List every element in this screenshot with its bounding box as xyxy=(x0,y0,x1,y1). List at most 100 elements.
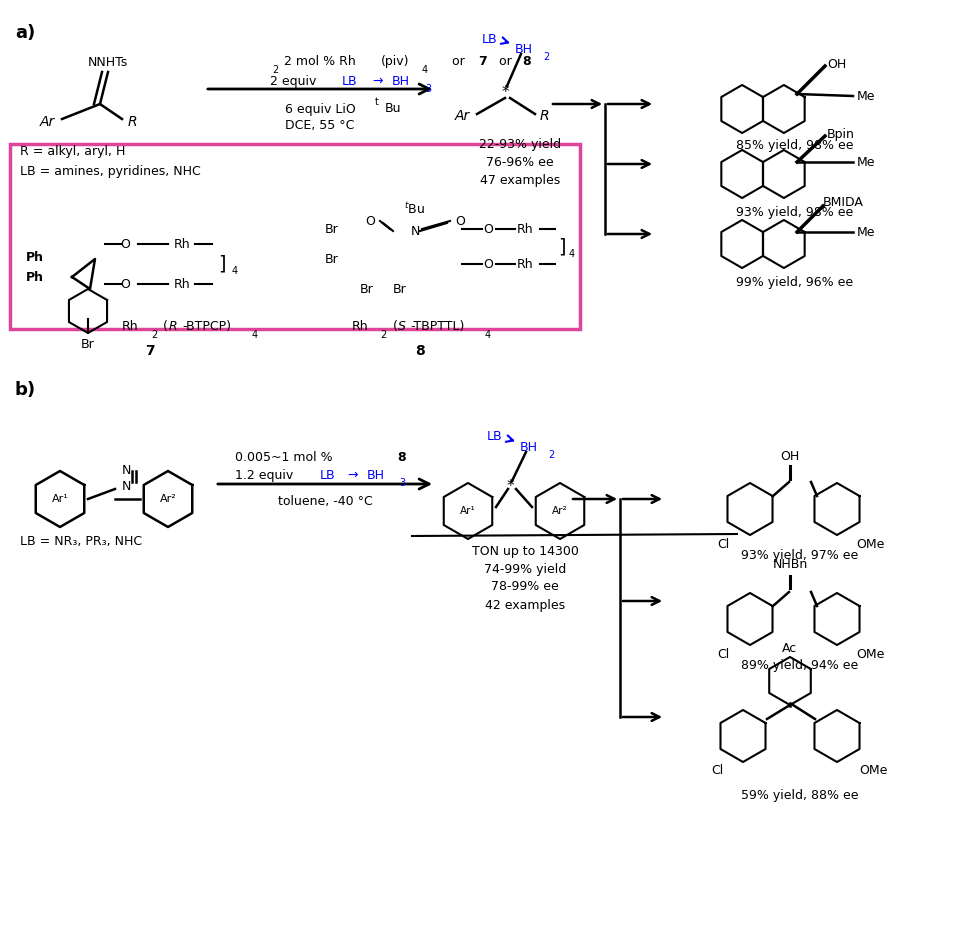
Text: a): a) xyxy=(15,24,35,42)
Text: LB: LB xyxy=(320,469,335,482)
Text: N: N xyxy=(122,465,132,478)
Text: Cl: Cl xyxy=(717,537,729,550)
FancyBboxPatch shape xyxy=(10,144,580,329)
Text: N: N xyxy=(410,224,419,238)
Text: Rh: Rh xyxy=(174,238,190,251)
Text: Rh: Rh xyxy=(517,257,533,270)
Text: 4: 4 xyxy=(485,330,491,340)
Text: or: or xyxy=(448,54,469,68)
Text: →: → xyxy=(347,469,358,482)
Text: 59% yield, 88% ee: 59% yield, 88% ee xyxy=(741,790,859,803)
Text: Rh: Rh xyxy=(352,319,369,332)
Text: 76-96% ee: 76-96% ee xyxy=(487,156,554,168)
Text: ]: ] xyxy=(218,254,225,273)
Text: Cl: Cl xyxy=(711,764,723,777)
Text: 3: 3 xyxy=(399,478,406,488)
Text: OMe: OMe xyxy=(856,648,884,660)
Text: 2: 2 xyxy=(272,65,278,75)
Text: 4: 4 xyxy=(252,330,258,340)
Text: LB: LB xyxy=(482,33,497,45)
Text: 8: 8 xyxy=(397,451,406,464)
Text: $^t$Bu: $^t$Bu xyxy=(405,201,426,217)
Text: O: O xyxy=(120,278,130,290)
Text: -TBPTTL): -TBPTTL) xyxy=(410,319,464,332)
Text: OH: OH xyxy=(780,450,799,463)
Text: Bu: Bu xyxy=(385,102,402,115)
Text: 4: 4 xyxy=(232,266,238,276)
Text: *: * xyxy=(506,480,514,495)
Text: 93% yield, 98% ee: 93% yield, 98% ee xyxy=(736,206,854,219)
Text: LB = amines, pyridines, NHC: LB = amines, pyridines, NHC xyxy=(20,164,201,177)
Text: 7: 7 xyxy=(478,54,487,68)
Text: Br: Br xyxy=(360,283,373,296)
Text: OH: OH xyxy=(827,57,846,70)
Text: OMe: OMe xyxy=(859,764,887,777)
Text: or: or xyxy=(495,54,516,68)
Text: O: O xyxy=(120,238,130,251)
Text: O: O xyxy=(365,214,375,227)
Text: 89% yield, 94% ee: 89% yield, 94% ee xyxy=(741,659,859,672)
Text: Ar¹: Ar¹ xyxy=(52,494,68,504)
Text: S: S xyxy=(398,319,406,332)
Text: 6 equiv LiO: 6 equiv LiO xyxy=(285,102,355,115)
Text: t: t xyxy=(375,97,379,107)
Text: LB = NR₃, PR₃, NHC: LB = NR₃, PR₃, NHC xyxy=(20,534,142,547)
Text: 3: 3 xyxy=(425,84,431,94)
Text: R = alkyl, aryl, H: R = alkyl, aryl, H xyxy=(20,145,126,158)
Text: 93% yield, 97% ee: 93% yield, 97% ee xyxy=(741,549,859,562)
Text: BH: BH xyxy=(520,440,538,454)
Text: b): b) xyxy=(15,381,36,399)
Text: 2 equiv: 2 equiv xyxy=(270,74,325,87)
Text: BH: BH xyxy=(515,42,533,55)
Text: Ar: Ar xyxy=(40,115,55,129)
Text: 4: 4 xyxy=(422,65,428,75)
Text: ]: ] xyxy=(558,238,565,256)
Text: O: O xyxy=(455,214,465,227)
Text: 4: 4 xyxy=(569,249,575,259)
Text: 1.2 equiv: 1.2 equiv xyxy=(235,469,301,482)
Text: Me: Me xyxy=(857,156,876,168)
Text: Br: Br xyxy=(81,337,95,350)
Text: Me: Me xyxy=(857,225,876,239)
Text: Ph: Ph xyxy=(26,270,44,284)
Text: 2 mol % Rh: 2 mol % Rh xyxy=(284,54,356,68)
Text: →: → xyxy=(372,74,382,87)
Text: R: R xyxy=(128,115,137,129)
Text: 2: 2 xyxy=(543,52,549,62)
Text: 78-99% ee: 78-99% ee xyxy=(491,580,559,593)
Text: Rh: Rh xyxy=(122,319,138,332)
Text: BH: BH xyxy=(392,74,410,87)
Text: 85% yield, 98% ee: 85% yield, 98% ee xyxy=(736,140,854,152)
Text: 8: 8 xyxy=(522,54,530,68)
Text: LB: LB xyxy=(342,74,358,87)
Text: Ac: Ac xyxy=(782,642,798,655)
Text: O: O xyxy=(483,223,493,236)
Text: 2: 2 xyxy=(151,330,157,340)
Text: TON up to 14300: TON up to 14300 xyxy=(472,545,578,558)
Text: Cl: Cl xyxy=(717,648,729,660)
Text: Ph: Ph xyxy=(26,251,44,264)
Text: N: N xyxy=(122,481,132,494)
Text: Rh: Rh xyxy=(174,278,190,290)
Text: (: ( xyxy=(163,319,168,332)
Text: NHBn: NHBn xyxy=(772,558,807,571)
Text: R: R xyxy=(169,319,177,332)
Text: Rh: Rh xyxy=(517,223,533,236)
Text: Ar: Ar xyxy=(454,109,470,123)
Text: 47 examples: 47 examples xyxy=(480,174,560,187)
Text: LB: LB xyxy=(487,430,502,443)
Text: 2: 2 xyxy=(548,450,554,460)
Text: DCE, 55 °C: DCE, 55 °C xyxy=(286,118,355,131)
Text: (: ( xyxy=(393,319,398,332)
Text: Bpin: Bpin xyxy=(827,128,855,141)
Text: 99% yield, 96% ee: 99% yield, 96% ee xyxy=(736,275,853,288)
Text: (piv): (piv) xyxy=(381,54,410,68)
Text: 74-99% yield: 74-99% yield xyxy=(484,562,566,576)
Text: Ar²: Ar² xyxy=(160,494,176,504)
Text: Br: Br xyxy=(325,253,339,266)
Text: 42 examples: 42 examples xyxy=(485,598,566,611)
Text: toluene, -40 °C: toluene, -40 °C xyxy=(278,495,372,507)
Text: Ar¹: Ar¹ xyxy=(460,506,476,516)
Text: O: O xyxy=(483,257,493,270)
Text: Ar²: Ar² xyxy=(552,506,567,516)
